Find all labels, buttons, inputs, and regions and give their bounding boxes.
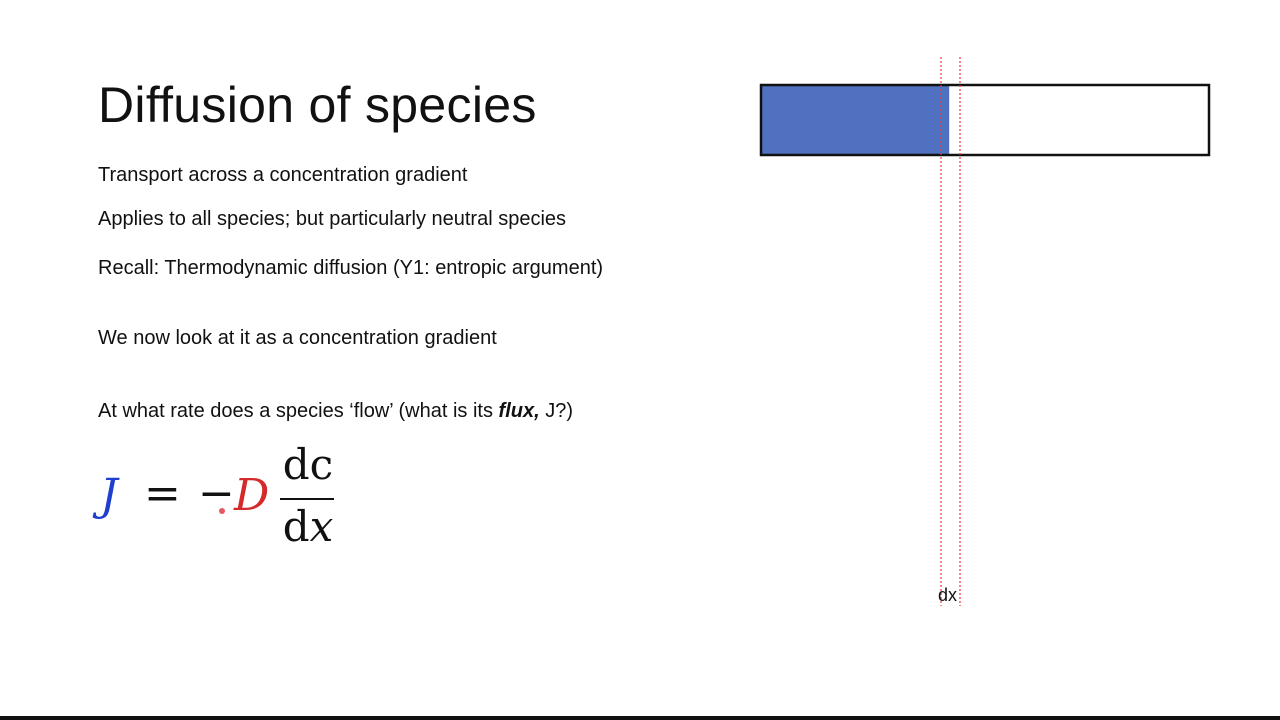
bullet-gradient: We now look at it as a concentration gra… bbox=[98, 327, 497, 349]
equation-denominator-d: d bbox=[282, 502, 310, 551]
equation-fraction-bar bbox=[280, 498, 334, 500]
concentration-fill bbox=[761, 85, 950, 155]
fick-law-equation: J = − D dc dx bbox=[100, 440, 360, 560]
dx-label: dx bbox=[938, 585, 958, 605]
bullet-applies: Applies to all species; but particularly… bbox=[98, 208, 567, 230]
bottom-border bbox=[0, 716, 1280, 720]
flux-question-suffix: J?) bbox=[539, 400, 574, 422]
equation-diffusion-coefficient: D bbox=[234, 470, 270, 521]
equation-denominator: dx bbox=[280, 502, 336, 551]
equation-minus-sign: − bbox=[198, 468, 235, 519]
equation-flux-symbol: J bbox=[100, 470, 118, 521]
laser-pointer-dot bbox=[219, 508, 225, 514]
slide-title: Diffusion of species bbox=[98, 77, 537, 133]
equation-numerator: dc bbox=[282, 440, 334, 489]
bullet-transport: Transport across a concentration gradien… bbox=[98, 164, 468, 186]
bullet-recall: Recall: Thermodynamic diffusion (Y1: ent… bbox=[98, 257, 604, 279]
equation-equals-sign: = bbox=[144, 468, 181, 519]
equation-denominator-variable: x bbox=[309, 502, 334, 551]
flux-question-emphasis: flux, bbox=[498, 400, 540, 422]
flux-question: At what rate does a species ‘flow’ (what… bbox=[98, 398, 573, 424]
domain-box bbox=[759, 83, 1211, 157]
flux-question-prefix: At what rate does a species ‘flow’ (what… bbox=[98, 400, 499, 422]
